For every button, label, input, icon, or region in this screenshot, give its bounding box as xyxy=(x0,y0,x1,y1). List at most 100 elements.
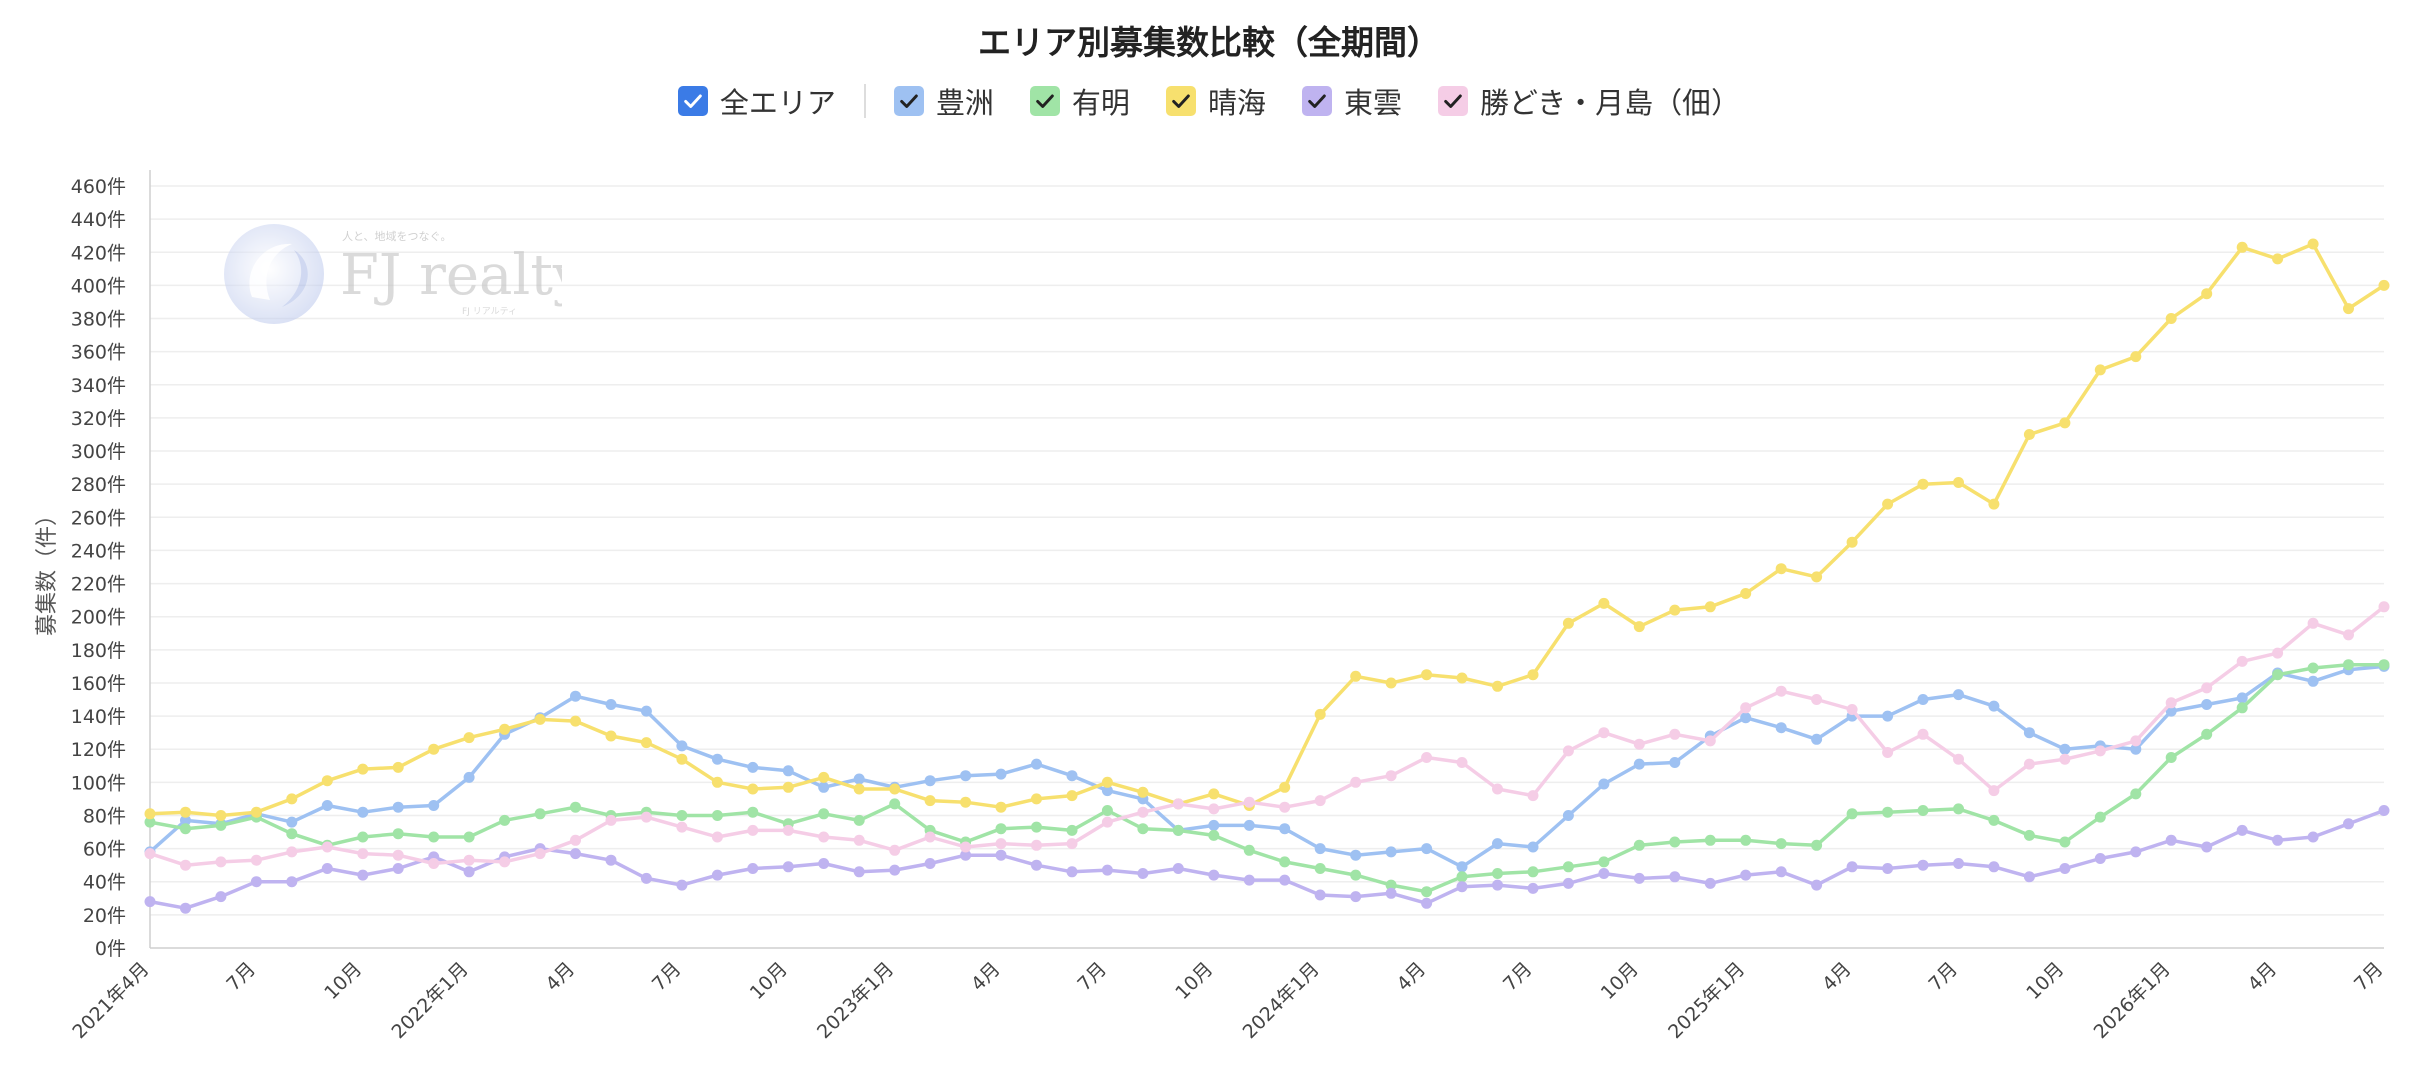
data-point[interactable] xyxy=(1385,677,1397,689)
data-point[interactable] xyxy=(321,775,333,787)
data-point[interactable] xyxy=(1385,846,1397,858)
data-point[interactable] xyxy=(1031,758,1042,770)
data-point[interactable] xyxy=(2343,303,2354,315)
data-point[interactable] xyxy=(1031,839,1042,851)
data-point[interactable] xyxy=(1704,834,1716,846)
data-point[interactable] xyxy=(676,810,688,821)
data-point[interactable] xyxy=(2201,699,2213,710)
data-point[interactable] xyxy=(1811,839,1823,851)
data-point[interactable] xyxy=(960,770,972,782)
data-point[interactable] xyxy=(1492,868,1503,879)
data-point[interactable] xyxy=(853,866,865,878)
data-point[interactable] xyxy=(2378,601,2390,613)
data-point[interactable] xyxy=(1953,803,1964,815)
data-point[interactable] xyxy=(1137,786,1149,798)
data-point[interactable] xyxy=(1456,881,1468,893)
data-point[interactable] xyxy=(1208,803,1220,815)
data-point[interactable] xyxy=(1775,685,1787,697)
data-point[interactable] xyxy=(1669,728,1681,740)
data-point[interactable] xyxy=(1882,863,1894,874)
data-point[interactable] xyxy=(2023,871,2035,883)
data-point[interactable] xyxy=(1740,588,1752,599)
data-point[interactable] xyxy=(1917,694,1929,705)
data-point[interactable] xyxy=(1279,856,1291,868)
data-point[interactable] xyxy=(534,848,546,860)
data-point[interactable] xyxy=(1988,861,2000,873)
data-point[interactable] xyxy=(286,828,298,840)
data-point[interactable] xyxy=(144,848,156,860)
data-point[interactable] xyxy=(2059,743,2071,755)
data-point[interactable] xyxy=(1846,536,1858,548)
data-point[interactable] xyxy=(392,849,404,861)
data-point[interactable] xyxy=(1279,823,1291,835)
data-point[interactable] xyxy=(747,863,759,874)
data-point[interactable] xyxy=(1704,877,1716,889)
data-point[interactable] xyxy=(392,828,404,840)
data-point[interactable] xyxy=(2236,824,2248,836)
data-point[interactable] xyxy=(1031,793,1042,805)
data-point[interactable] xyxy=(2165,705,2177,717)
data-point[interactable] xyxy=(924,775,936,787)
data-point[interactable] xyxy=(924,795,936,807)
data-point[interactable] xyxy=(463,854,475,866)
data-point[interactable] xyxy=(1243,819,1255,831)
data-point[interactable] xyxy=(1562,810,1574,821)
data-point[interactable] xyxy=(321,841,333,853)
data-point[interactable] xyxy=(2165,834,2177,846)
data-point[interactable] xyxy=(853,773,865,785)
data-point[interactable] xyxy=(782,861,794,873)
data-point[interactable] xyxy=(1492,879,1503,891)
data-point[interactable] xyxy=(1811,571,1823,583)
data-point[interactable] xyxy=(1633,872,1645,884)
data-point[interactable] xyxy=(1633,621,1645,633)
data-point[interactable] xyxy=(1385,887,1397,899)
data-point[interactable] xyxy=(534,808,546,820)
data-point[interactable] xyxy=(1882,498,1894,510)
data-point[interactable] xyxy=(1882,710,1894,722)
legend-item-all[interactable]: 全エリア xyxy=(677,80,836,122)
data-point[interactable] xyxy=(1421,669,1433,681)
data-point[interactable] xyxy=(853,834,865,846)
data-point[interactable] xyxy=(1811,879,1823,891)
data-point[interactable] xyxy=(1562,861,1574,873)
data-point[interactable] xyxy=(1421,886,1433,898)
data-point[interactable] xyxy=(1314,708,1326,720)
data-point[interactable] xyxy=(1633,758,1645,770)
data-point[interactable] xyxy=(1350,869,1362,881)
data-point[interactable] xyxy=(2272,253,2284,265)
data-point[interactable] xyxy=(1492,680,1503,692)
data-point[interactable] xyxy=(499,814,511,826)
data-point[interactable] xyxy=(1385,879,1397,891)
data-point[interactable] xyxy=(1598,597,1610,609)
data-point[interactable] xyxy=(960,796,972,808)
data-point[interactable] xyxy=(392,801,404,813)
legend-item-kachidoki[interactable]: 勝どき・月島（佃） xyxy=(1437,80,1740,122)
data-point[interactable] xyxy=(676,879,688,891)
data-point[interactable] xyxy=(995,838,1007,850)
data-point[interactable] xyxy=(1172,824,1184,836)
data-point[interactable] xyxy=(1917,859,1929,871)
data-point[interactable] xyxy=(853,814,865,826)
data-point[interactable] xyxy=(1066,770,1078,782)
data-point[interactable] xyxy=(357,806,369,818)
data-point[interactable] xyxy=(782,765,794,777)
data-point[interactable] xyxy=(960,849,972,861)
data-point[interactable] xyxy=(711,776,723,788)
data-point[interactable] xyxy=(2236,241,2248,253)
data-point[interactable] xyxy=(889,783,901,795)
data-point[interactable] xyxy=(1314,795,1326,807)
data-point[interactable] xyxy=(1953,858,1964,869)
data-point[interactable] xyxy=(2165,697,2177,709)
data-point[interactable] xyxy=(357,869,369,881)
data-point[interactable] xyxy=(250,876,262,888)
data-point[interactable] xyxy=(1314,889,1326,901)
data-point[interactable] xyxy=(2094,364,2106,376)
data-point[interactable] xyxy=(1917,805,1929,816)
data-point[interactable] xyxy=(995,849,1007,861)
data-point[interactable] xyxy=(1279,874,1291,886)
data-point[interactable] xyxy=(818,781,830,793)
data-point[interactable] xyxy=(1279,781,1291,793)
data-point[interactable] xyxy=(1562,617,1574,629)
data-point[interactable] xyxy=(2094,853,2106,864)
data-point[interactable] xyxy=(1775,722,1787,734)
